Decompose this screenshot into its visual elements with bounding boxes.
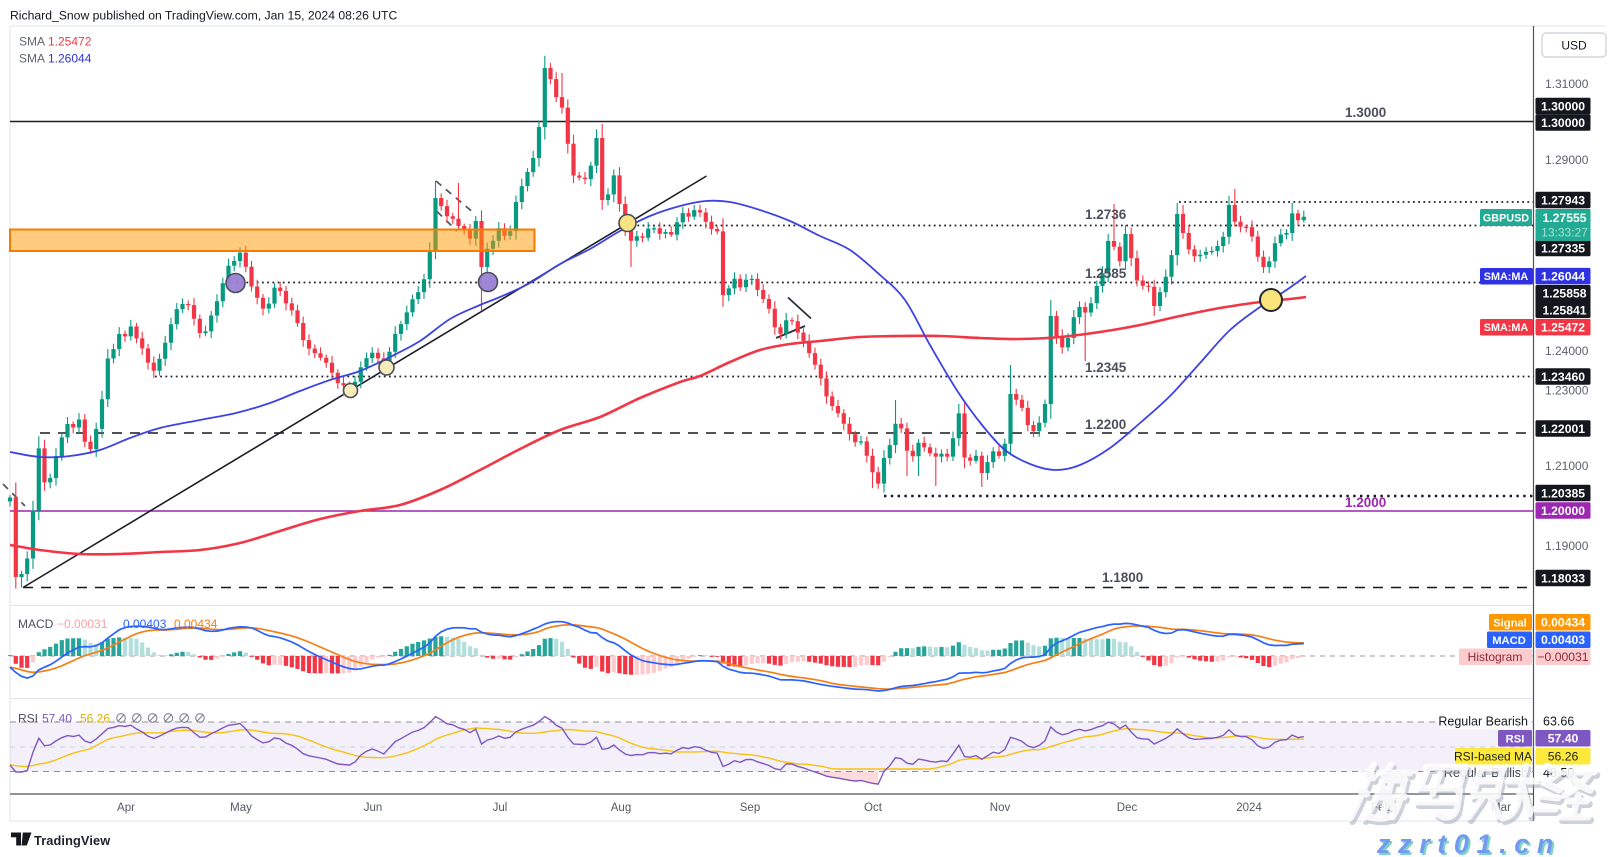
svg-text:RSI: RSI [1506, 734, 1525, 746]
svg-text:0.00403: 0.00403 [1541, 633, 1585, 647]
svg-text:SMA:MA: SMA:MA [1484, 322, 1529, 334]
svg-text:1.24000: 1.24000 [1545, 344, 1589, 358]
svg-text:Signal: Signal [1493, 618, 1527, 630]
svg-text:0.00434: 0.00434 [1541, 616, 1585, 630]
svg-text:1.30000: 1.30000 [1541, 116, 1585, 130]
svg-text:SMA: SMA [19, 35, 45, 49]
svg-text:2024: 2024 [1236, 802, 1262, 814]
svg-text:1.25841: 1.25841 [1542, 304, 1586, 318]
svg-text:TradingView: TradingView [34, 833, 110, 848]
svg-text:May: May [230, 802, 252, 814]
svg-text:13:33:27: 13:33:27 [1541, 226, 1588, 240]
svg-text:0.00403: 0.00403 [123, 617, 167, 631]
svg-text:56.26: 56.26 [1548, 750, 1579, 764]
svg-text:1.1800: 1.1800 [1102, 570, 1143, 585]
svg-text:1.19000: 1.19000 [1545, 539, 1589, 553]
svg-text:1.25472: 1.25472 [48, 35, 92, 49]
svg-text:0.00434: 0.00434 [174, 617, 218, 631]
svg-text:SMA:MA: SMA:MA [1484, 271, 1529, 283]
svg-text:1.27943: 1.27943 [1541, 193, 1585, 207]
svg-text:RSI-based MA: RSI-based MA [1454, 750, 1532, 764]
svg-text:Aug: Aug [611, 802, 631, 814]
svg-text:57.40: 57.40 [42, 712, 72, 726]
svg-text:1.31000: 1.31000 [1545, 77, 1589, 91]
svg-text:RSI: RSI [18, 712, 38, 726]
svg-text:57.40: 57.40 [1548, 732, 1579, 746]
svg-text:Regular Bearish: Regular Bearish [1438, 715, 1528, 729]
svg-text:1.3000: 1.3000 [1345, 105, 1386, 120]
svg-text:zzrt01.cn: zzrt01.cn [1376, 829, 1561, 857]
svg-text:56.26: 56.26 [80, 712, 110, 726]
svg-text:1.27555: 1.27555 [1542, 211, 1586, 225]
svg-text:1.27335: 1.27335 [1541, 241, 1585, 255]
svg-text:Dec: Dec [1117, 802, 1138, 814]
svg-text:1.26044: 1.26044 [1541, 270, 1585, 284]
svg-text:Apr: Apr [117, 802, 135, 814]
svg-text:1.20000: 1.20000 [1541, 504, 1585, 518]
svg-text:USD: USD [1561, 39, 1587, 53]
svg-text:1.2200: 1.2200 [1085, 417, 1126, 432]
svg-text:SMA: SMA [19, 52, 45, 66]
svg-text:Jun: Jun [364, 802, 383, 814]
svg-text:1.2585: 1.2585 [1085, 266, 1127, 281]
svg-text:Richard_Snow published on Trad: Richard_Snow published on TradingView.co… [10, 9, 398, 23]
svg-text:Histogram: Histogram [1468, 650, 1523, 664]
svg-text:1.20385: 1.20385 [1541, 486, 1585, 500]
svg-text:1.2000: 1.2000 [1345, 495, 1386, 510]
svg-text:Oct: Oct [864, 802, 883, 814]
svg-text:1.21000: 1.21000 [1545, 459, 1589, 473]
svg-text:1.22001: 1.22001 [1541, 422, 1585, 436]
svg-text:−0.00031: −0.00031 [57, 617, 108, 631]
svg-text:1.23460: 1.23460 [1541, 370, 1585, 384]
svg-text:zzrt01.cn: zzrt01.cn [1378, 831, 1563, 857]
svg-text:1.2345: 1.2345 [1085, 360, 1127, 375]
svg-text:MACD: MACD [18, 617, 54, 631]
svg-text:1.25858: 1.25858 [1542, 287, 1586, 301]
svg-text:MACD: MACD [1492, 635, 1526, 647]
svg-text:Nov: Nov [990, 802, 1011, 814]
svg-text:1.29000: 1.29000 [1545, 153, 1589, 167]
svg-text:GBPUSD: GBPUSD [1483, 213, 1529, 225]
svg-text:Sep: Sep [740, 802, 760, 814]
svg-text:−0.00031: −0.00031 [1537, 650, 1588, 664]
svg-text:63.66: 63.66 [1543, 715, 1574, 729]
svg-text:1.30000: 1.30000 [1541, 99, 1585, 113]
svg-text:1.18033: 1.18033 [1541, 571, 1585, 585]
svg-text:1.2736: 1.2736 [1085, 207, 1127, 222]
svg-text:Jul: Jul [493, 802, 508, 814]
svg-text:1.23000: 1.23000 [1545, 384, 1589, 398]
svg-text:1.26044: 1.26044 [48, 52, 92, 66]
svg-text:1.25472: 1.25472 [1541, 321, 1585, 335]
